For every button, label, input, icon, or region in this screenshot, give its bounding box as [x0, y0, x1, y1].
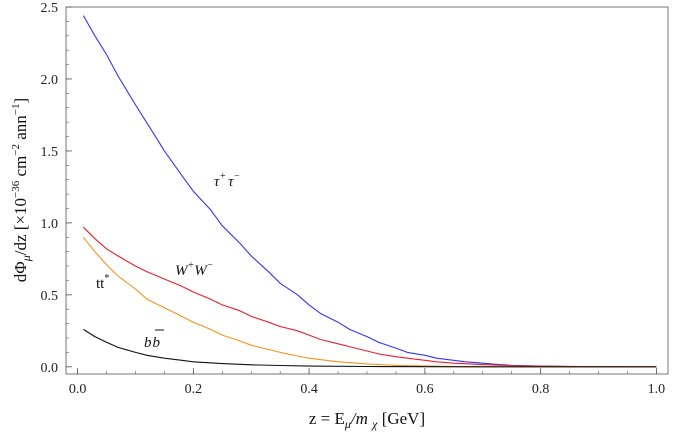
- series-layer: [82, 15, 657, 368]
- y-tick-label: 2.5: [41, 1, 59, 16]
- x-axis-ticks: 0.0 0.2 0.4 0.6 0.8 1.0: [69, 368, 665, 397]
- x-tick-label: 0.6: [416, 382, 434, 397]
- x-tick-label: 0.8: [532, 382, 550, 397]
- x-tick-label: 0.2: [185, 382, 203, 397]
- series-line-1: [83, 226, 657, 368]
- y-tick-label: 1.0: [41, 217, 59, 232]
- series-line-2: [82, 236, 657, 368]
- x-axis-label: z = Eμ/m χ [GeV]: [309, 409, 425, 431]
- y-axis-label: dΦμ/dz [×10−36 cm−2 ann−1]: [10, 98, 33, 282]
- y-axis-ticks: 0.0 0.5 1.0 1.5 2.0 2.5: [41, 1, 72, 376]
- series-label-ww: W+W−: [175, 260, 214, 279]
- plot-frame: [65, 6, 669, 375]
- y-tick-label: 2.0: [41, 73, 59, 88]
- series-label-tau: τ+ τ−: [214, 171, 240, 190]
- x-tick-label: 1.0: [648, 382, 666, 397]
- y-tick-label: 1.5: [41, 145, 59, 160]
- y-tick-label: 0.0: [41, 361, 59, 376]
- x-tick-label: 0.4: [300, 382, 318, 397]
- series-label-bb: bb: [144, 335, 161, 351]
- x-tick-label: 0.0: [69, 382, 87, 397]
- y-tick-label: 0.5: [41, 289, 59, 304]
- series-line-3: [83, 328, 657, 368]
- series-line-0: [82, 15, 657, 368]
- series-label-tt: tt*: [96, 273, 109, 292]
